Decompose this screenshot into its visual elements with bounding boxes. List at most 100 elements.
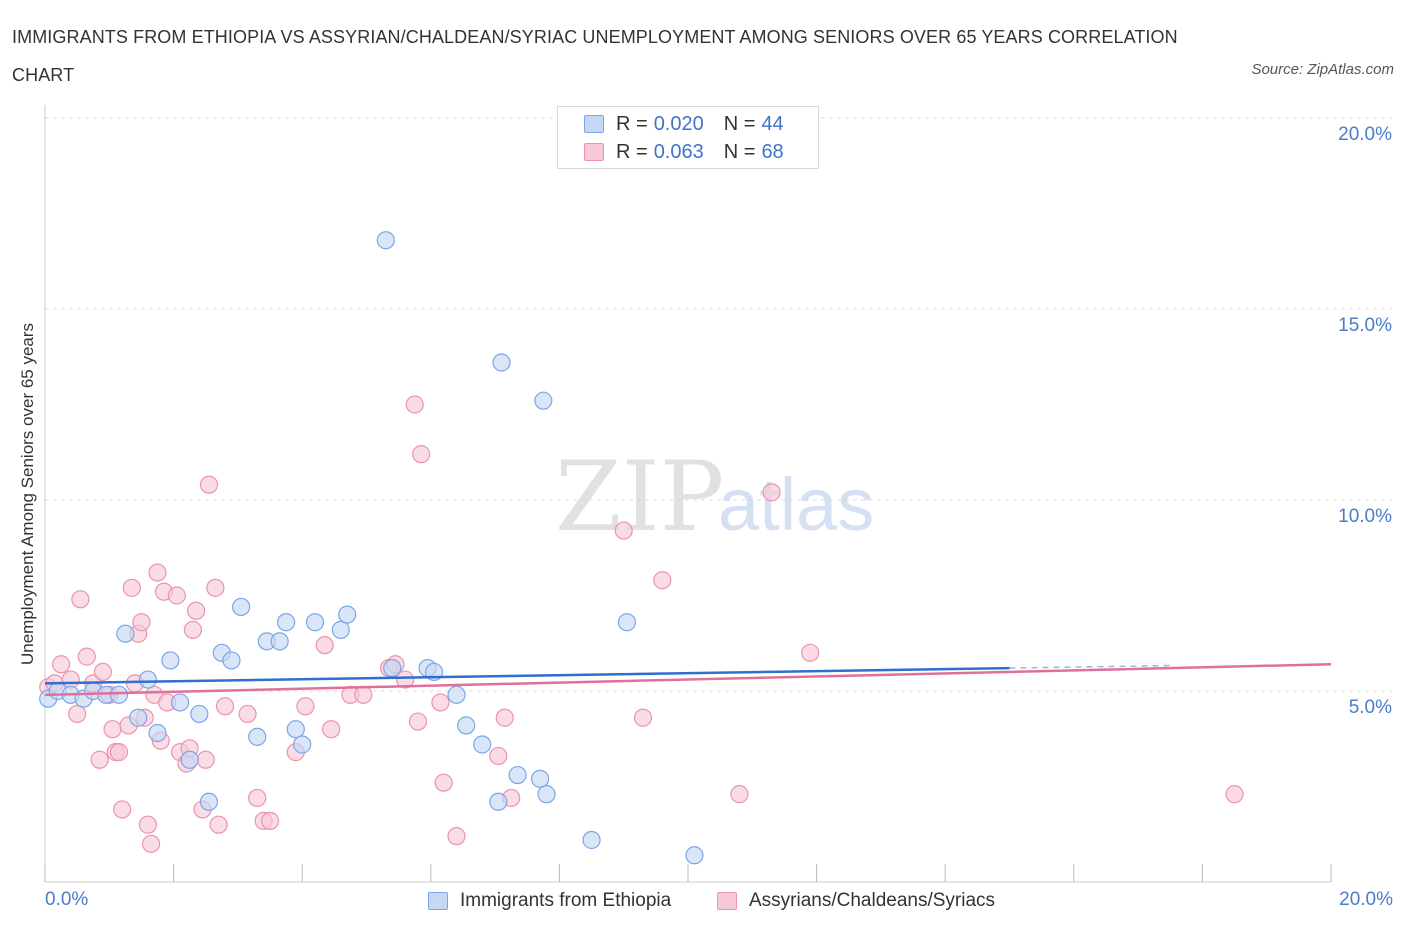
point-s2-8 xyxy=(90,750,109,769)
bottom-legend-ethiopia: Immigrants from Ethiopia xyxy=(428,888,671,914)
legend-row-ethiopia: R = 0.020 N = 44 xyxy=(584,111,784,137)
trend-line-s2 xyxy=(44,663,1332,697)
point-s1-36 xyxy=(492,353,511,372)
point-s1-28 xyxy=(376,231,395,250)
bottom-legend-label-assyrians: Assyrians/Chaldeans/Syriacs xyxy=(749,890,996,911)
point-s2-47 xyxy=(322,720,341,739)
point-s1-35 xyxy=(489,792,508,811)
point-s2-56 xyxy=(431,693,450,712)
point-s1-10 xyxy=(148,723,167,743)
point-s1-34 xyxy=(473,735,492,754)
point-s2-58 xyxy=(447,827,466,846)
point-s1-41 xyxy=(582,830,601,850)
point-s2-28 xyxy=(167,586,186,605)
bottom-legend-label-ethiopia: Immigrants from Ethiopia xyxy=(460,890,672,911)
point-s2-35 xyxy=(196,750,215,769)
point-s2-21 xyxy=(138,815,157,834)
point-s2-13 xyxy=(109,743,129,762)
legend-r-label: R = xyxy=(616,112,648,135)
point-s1-14 xyxy=(190,704,209,724)
point-s1-23 xyxy=(286,720,305,739)
legend-n-label: N = xyxy=(723,112,756,135)
trend-extension-s1 xyxy=(1009,664,1171,669)
correlation-legend: R = 0.020 N = 44 R = 0.063 N = 68 xyxy=(557,106,819,169)
point-s1-21 xyxy=(270,632,289,651)
point-s2-59 xyxy=(489,746,508,766)
y-axis-title: Unemployment Among Seniors over 65 years xyxy=(18,322,37,666)
bottom-legend-swatch-assyrians xyxy=(717,892,737,910)
watermark: ZIP atlas xyxy=(555,441,874,553)
trend-line-s1 xyxy=(44,666,1010,685)
legend-r-value: 0.063 xyxy=(653,140,704,163)
point-s2-41 xyxy=(248,788,267,808)
point-s2-16 xyxy=(122,578,141,597)
point-s2-22 xyxy=(141,834,161,853)
point-s2-65 xyxy=(730,785,749,804)
bottom-legend-assyrians: Assyrians/Chaldeans/Syriacs xyxy=(717,888,995,914)
point-s2-43 xyxy=(260,811,280,830)
point-s2-2 xyxy=(51,655,71,674)
bottom-legend-swatch-ethiopia xyxy=(428,892,448,910)
point-s2-6 xyxy=(77,647,96,666)
point-s2-68 xyxy=(1225,785,1244,804)
legend-row-assyrians: R = 0.063 N = 68 xyxy=(584,139,784,165)
point-s1-40 xyxy=(537,785,556,804)
point-s2-55 xyxy=(412,445,431,464)
legend-r-value: 0.020 xyxy=(653,112,704,135)
point-s1-37 xyxy=(508,765,527,785)
point-s1-19 xyxy=(248,727,267,746)
point-s2-62 xyxy=(614,521,633,540)
point-s2-5 xyxy=(71,590,90,609)
y-tick-label-5: 5.0% xyxy=(1349,697,1392,718)
point-s2-45 xyxy=(296,697,315,716)
watermark-zip: ZIP xyxy=(555,441,724,553)
legend-n-value: 44 xyxy=(761,112,784,135)
point-s1-15 xyxy=(199,792,219,811)
point-s2-37 xyxy=(206,578,225,597)
watermark-atlas: atlas xyxy=(718,463,874,546)
y-tick-labels: 5.0% 10.0% 15.0% 20.0% xyxy=(1338,124,1392,718)
point-s2-36 xyxy=(199,475,219,494)
point-s2-64 xyxy=(653,571,672,590)
point-s2-4 xyxy=(68,704,87,724)
point-s2-39 xyxy=(215,697,235,716)
point-s1-8 xyxy=(129,708,148,727)
chart-title: IMMIGRANTS FROM ETHIOPIA VS ASSYRIAN/CHA… xyxy=(12,27,1178,85)
point-s2-66 xyxy=(762,483,781,502)
y-tick-label-10: 10.0% xyxy=(1338,506,1392,527)
point-s1-43 xyxy=(685,846,704,865)
point-s1-33 xyxy=(457,716,476,735)
point-s2-63 xyxy=(633,708,653,727)
x-tick-label-max: 20.0% xyxy=(1339,889,1393,910)
point-s1-22 xyxy=(277,613,296,632)
point-s1-27 xyxy=(338,605,357,624)
point-s1-11 xyxy=(161,651,180,670)
legend-swatch-assyrians xyxy=(584,143,604,161)
point-s1-39 xyxy=(534,391,553,410)
trend-lines xyxy=(44,663,1332,697)
point-s2-9 xyxy=(93,662,112,682)
point-s2-54 xyxy=(408,712,428,731)
legend-n-value: 68 xyxy=(761,140,784,163)
point-s2-11 xyxy=(103,720,122,739)
point-s2-40 xyxy=(238,704,257,724)
point-s1-38 xyxy=(531,769,550,788)
point-s1-42 xyxy=(617,613,637,632)
point-s2-32 xyxy=(183,620,202,639)
point-s1-17 xyxy=(222,651,241,670)
y-tick-label-15: 15.0% xyxy=(1338,315,1392,336)
y-tick-label-20: 20.0% xyxy=(1338,124,1392,145)
point-s1-9 xyxy=(138,670,157,689)
series-ethiopia-points xyxy=(39,231,704,865)
point-s2-38 xyxy=(209,815,228,834)
point-s1-26 xyxy=(331,620,350,639)
point-s2-24 xyxy=(148,563,167,582)
point-s1-29 xyxy=(383,658,402,678)
point-s2-57 xyxy=(434,773,453,792)
point-s1-12 xyxy=(170,693,190,712)
point-s1-32 xyxy=(447,685,466,704)
point-s2-53 xyxy=(405,395,424,414)
point-s2-49 xyxy=(354,685,373,704)
point-s1-13 xyxy=(180,750,199,769)
